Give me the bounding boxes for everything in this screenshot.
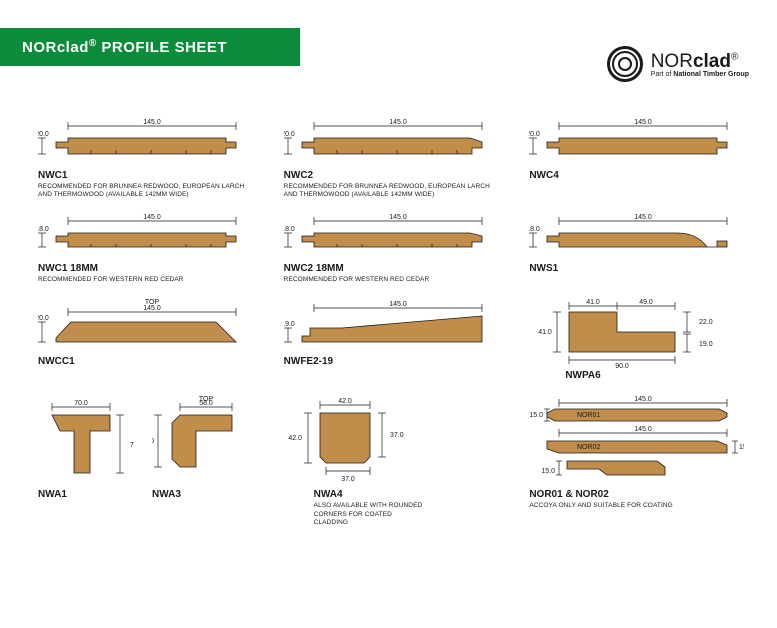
profile-desc: RECOMMENDED FOR WESTERN RED CEDAR [284, 276, 504, 284]
profile-nwa1-nwa3-group: 70.0 70.0 NWA1 TOP 58.0 58.0 NWA3 [38, 395, 258, 526]
title-suffix: PROFILE SHEET [101, 39, 227, 56]
profile-nwc4: 145.0 20.0 NWC4 [529, 118, 749, 199]
svg-text:145.0: 145.0 [635, 426, 653, 433]
svg-text:NOR02: NOR02 [577, 444, 600, 451]
svg-text:37.0: 37.0 [390, 432, 404, 439]
svg-text:145.0: 145.0 [389, 301, 407, 308]
profile-drawing: 145.0 18.0 [529, 213, 744, 261]
svg-text:58.0: 58.0 [152, 438, 154, 445]
svg-text:37.0: 37.0 [341, 476, 355, 483]
profile-drawing: 145.0 20.0 [38, 118, 253, 168]
svg-text:145.0: 145.0 [635, 119, 653, 126]
profile-drawing: 42.0 37.0 42.0 37.0 [284, 395, 424, 487]
profile-drawing: 41.0 49.0 22.0 19.0 41.0 90.0 [529, 298, 744, 368]
profile-nwfe2-19: 145.0 19.0 NWFE2-19 [284, 298, 504, 381]
profile-name: NWS1 [529, 263, 749, 274]
svg-text:145.0: 145.0 [635, 214, 653, 221]
profile-name: NOR01 & NOR02 [529, 489, 749, 500]
svg-text:145.0: 145.0 [143, 214, 161, 221]
svg-text:42.0: 42.0 [338, 398, 352, 405]
profile-name: NWC1 [38, 170, 258, 181]
profile-desc: RECOMMENDED FOR WESTERN RED CEDAR [38, 276, 258, 284]
profile-nwc2: 145.0 20.0 NWC2 RECOMMENDED FOR BRUNNEA … [284, 118, 504, 199]
brand-logo: NORclad® Part of National Timber Group [607, 46, 749, 82]
profile-drawing: 70.0 70.0 [38, 395, 134, 487]
profile-drawing: 145.0 18.0 [284, 213, 499, 261]
profile-name: NWPA6 [565, 370, 749, 381]
svg-text:20.0: 20.0 [284, 131, 295, 138]
profile-name: NWA4 [314, 489, 504, 500]
svg-text:49.0: 49.0 [640, 299, 654, 306]
profile-nor01-nor02: 145.0 15.0 NOR01 145.0 15.0 NOR02 15.0 N… [529, 395, 749, 526]
profile-drawing: 145.0 20.0 [284, 118, 499, 168]
logo-reg: ® [731, 51, 738, 62]
profile-name: NWFE2-19 [284, 356, 504, 367]
profile-drawing: 145.0 20.0 [529, 118, 744, 168]
svg-text:41.0: 41.0 [539, 329, 553, 336]
title-prefix: NOR [22, 39, 57, 56]
profile-nwpa6: 41.0 49.0 22.0 19.0 41.0 90.0 NWPA6 [529, 298, 749, 381]
profile-nwcc1: TOP 145.0 20.0 NWCC1 [38, 298, 258, 381]
svg-text:145.0: 145.0 [143, 305, 161, 312]
svg-text:18.0: 18.0 [38, 226, 49, 233]
profile-grid: 145.0 20.0 NWC1 RECOMMENDED FOR BRUNNEA … [38, 118, 749, 527]
profile-name: NWCC1 [38, 356, 258, 367]
svg-text:15.0: 15.0 [530, 412, 544, 419]
profile-name: NWC4 [529, 170, 749, 181]
profile-name: NWA3 [152, 489, 248, 500]
svg-text:20.0: 20.0 [529, 131, 540, 138]
svg-text:70.0: 70.0 [74, 400, 88, 407]
title-mid: clad [57, 39, 89, 56]
profile-desc: ALSO AVAILABLE WITH ROUNDED CORNERS FOR … [314, 502, 424, 526]
svg-text:20.0: 20.0 [38, 315, 49, 322]
logo-light: NOR [651, 51, 693, 72]
svg-text:70.0: 70.0 [130, 442, 134, 449]
profile-nwc2-18mm: 145.0 18.0 NWC2 18MM RECOMMENDED FOR WES… [284, 213, 504, 284]
svg-text:NOR01: NOR01 [577, 412, 600, 419]
profile-nwa1: 70.0 70.0 NWA1 [38, 395, 134, 526]
profile-drawing: TOP 145.0 20.0 [38, 298, 253, 354]
svg-text:90.0: 90.0 [616, 363, 630, 368]
profile-name: NWC2 [284, 170, 504, 181]
logo-bold: clad [693, 51, 731, 72]
profile-drawing: 145.0 15.0 NOR01 145.0 15.0 NOR02 15.0 [529, 395, 744, 487]
svg-text:58.0: 58.0 [199, 400, 213, 407]
title-bar: NORclad® PROFILE SHEET [0, 28, 300, 66]
profile-name: NWC2 18MM [284, 263, 504, 274]
profile-name: NWC1 18MM [38, 263, 258, 274]
svg-text:145.0: 145.0 [143, 119, 161, 126]
profile-nwc1-18mm: 145.0 18.0 NWC1 18MM RECOMMENDED FOR WES… [38, 213, 258, 284]
svg-text:42.0: 42.0 [288, 435, 302, 442]
svg-text:18.0: 18.0 [284, 226, 295, 233]
profile-nwc1: 145.0 20.0 NWC1 RECOMMENDED FOR BRUNNEA … [38, 118, 258, 199]
profile-desc: RECOMMENDED FOR BRUNNEA REDWOOD, EUROPEA… [38, 183, 258, 199]
profile-nwa4: 42.0 37.0 42.0 37.0 NWA4 ALSO AVAILABLE … [284, 395, 504, 526]
profile-drawing: 145.0 19.0 [284, 298, 499, 354]
profile-nws1: 145.0 18.0 NWS1 [529, 213, 749, 284]
svg-text:15.0: 15.0 [739, 444, 744, 451]
logo-subtitle: Part of National Timber Group [651, 71, 749, 78]
svg-text:20.0: 20.0 [38, 131, 49, 138]
title-reg: ® [89, 38, 97, 49]
profile-drawing: 145.0 18.0 [38, 213, 253, 261]
svg-text:145.0: 145.0 [635, 396, 653, 403]
svg-text:19.0: 19.0 [284, 321, 295, 328]
profile-drawing: TOP 58.0 58.0 [152, 395, 248, 487]
svg-text:22.0: 22.0 [699, 319, 713, 326]
svg-text:19.0: 19.0 [699, 341, 713, 348]
svg-text:41.0: 41.0 [587, 299, 601, 306]
profile-desc: ACCOYA ONLY AND SUITABLE FOR COATING [529, 502, 749, 510]
svg-text:145.0: 145.0 [389, 214, 407, 221]
logo-tree-rings-icon [607, 46, 643, 82]
profile-nwa3: TOP 58.0 58.0 NWA3 [152, 395, 248, 526]
profile-desc: RECOMMENDED FOR BRUNNEA REDWOOD, EUROPEA… [284, 183, 504, 199]
svg-text:18.0: 18.0 [529, 226, 540, 233]
svg-text:15.0: 15.0 [542, 468, 556, 475]
profile-name: NWA1 [38, 489, 134, 500]
logo-wordmark: NORclad® [651, 51, 749, 73]
svg-text:145.0: 145.0 [389, 119, 407, 126]
